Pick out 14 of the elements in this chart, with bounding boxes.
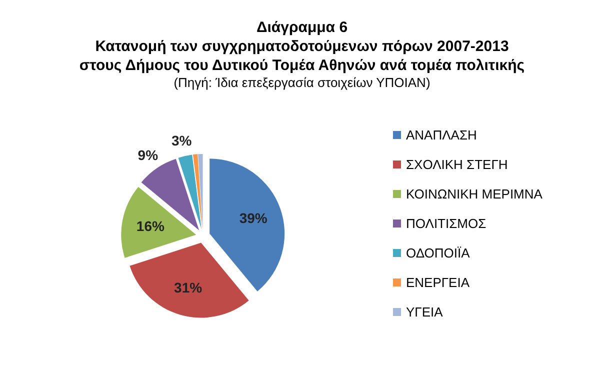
legend-label: ΟΔΟΠΟΙΪΑ bbox=[406, 246, 470, 260]
chart-title: Διάγραμμα 6 Κατανομή των συγχρηματοδοτούμενων πόρων 2007-2013 στους Δήμους του Δυτικού Τομέα Αθηνών ανά τομέα πολιτικής bbox=[79, 19, 525, 74]
data-label: 39% bbox=[239, 210, 268, 226]
data-label: 16% bbox=[136, 218, 166, 234]
legend-label: ΑΝΑΠΛΑΣΗ bbox=[406, 128, 477, 142]
legend-label: ΥΓΕΙΑ bbox=[406, 304, 444, 320]
data-label: 3% bbox=[172, 132, 192, 148]
legend-label: ΕΝΕΡΓΕΙΑ bbox=[406, 275, 470, 290]
text: (Πηγή: Ίδια επεξεργασία στοιχείων ΥΠΟΙΑΝ) bbox=[174, 75, 430, 90]
data-label: 31% bbox=[174, 279, 203, 296]
legend-label: ΣΧΟΛΙΚΗ ΣΤΕΓΗ bbox=[406, 157, 508, 172]
legend-label: ΠΟΛΙΤΙΣΜΟΣ bbox=[406, 216, 486, 231]
legend-label: ΚΟΙΝΩΝΙΚΗ ΜΕΡΙΜΝΑ bbox=[406, 186, 543, 202]
data-label: 9% bbox=[138, 146, 159, 163]
